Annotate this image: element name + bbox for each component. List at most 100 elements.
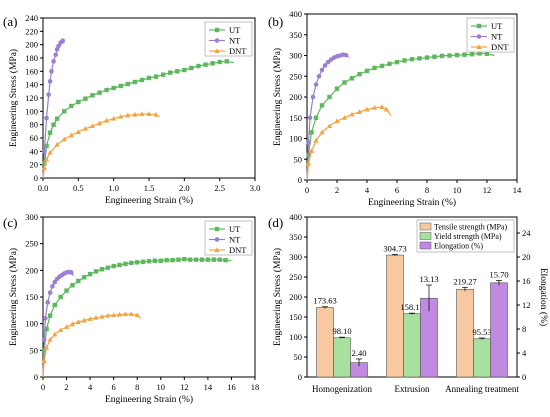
data-point — [50, 284, 55, 289]
legend-marker — [214, 226, 220, 232]
y-tick-label: 100 — [25, 106, 38, 116]
legend-label: NT — [229, 235, 241, 245]
data-label: 158.17 — [400, 302, 423, 312]
x-tick-label: 2 — [64, 382, 68, 392]
legend-box — [204, 220, 253, 256]
data-point — [43, 156, 50, 162]
data-point — [122, 311, 129, 317]
data-point — [125, 81, 130, 87]
legend-label: NT — [229, 36, 241, 46]
x-tick-label: 0.5 — [73, 183, 84, 193]
data-point — [316, 73, 322, 79]
series-line — [306, 52, 495, 181]
data-point — [135, 260, 140, 265]
data-point — [125, 112, 131, 118]
x-tick-label: 4 — [88, 382, 93, 392]
x-axis-label: Engineering Strain (%) — [105, 195, 193, 206]
data-point — [319, 129, 325, 135]
data-point — [46, 92, 51, 97]
data-point — [305, 160, 312, 166]
x-tick-label: 0.0 — [38, 183, 49, 193]
y-tick-label: 140 — [25, 80, 38, 90]
data-point — [146, 259, 152, 264]
data-point — [111, 85, 116, 91]
data-point — [99, 313, 105, 319]
x-tick-label: 3.0 — [250, 183, 261, 193]
data-point — [75, 319, 81, 325]
series-line — [306, 106, 392, 181]
data-label: 304.73 — [383, 243, 406, 253]
data-point — [44, 115, 49, 121]
y2-axis-label: Elongation (%) — [538, 268, 549, 326]
data-point — [44, 143, 49, 149]
legend-label: DNT — [229, 46, 247, 56]
legend-label: NT — [491, 32, 503, 42]
y-tick-label: 180 — [25, 53, 38, 63]
data-point — [217, 59, 222, 65]
y-tick-label: 200 — [289, 292, 302, 302]
data-point — [105, 312, 111, 318]
data-point — [164, 258, 169, 263]
data-point — [175, 69, 180, 74]
data-point — [211, 257, 216, 262]
x-tick-label: 0 — [41, 382, 45, 392]
y-tick-label: 350 — [289, 30, 302, 40]
panel-label: (c) — [3, 215, 17, 230]
y-tick-label: 400 — [289, 9, 302, 19]
data-point — [97, 90, 102, 95]
data-point — [146, 75, 152, 81]
x-tick-label: 14 — [513, 185, 522, 195]
panel-label: (a) — [3, 14, 17, 29]
data-point — [217, 257, 222, 262]
y-tick-label: 40 — [30, 146, 39, 156]
data-point — [462, 52, 467, 57]
legend-box — [204, 21, 253, 57]
data-point — [49, 69, 54, 74]
data-point — [484, 51, 490, 57]
data-point — [129, 260, 134, 266]
data-point — [45, 300, 51, 305]
data-point — [372, 65, 377, 71]
data-point — [357, 71, 362, 77]
bar — [316, 307, 334, 378]
data-point — [139, 77, 145, 83]
data-point — [322, 63, 328, 68]
data-point — [76, 99, 81, 105]
y-tick-label: 0 — [34, 173, 38, 183]
data-point — [139, 111, 145, 116]
data-point — [342, 80, 347, 85]
series-line — [42, 313, 142, 378]
data-point — [160, 72, 166, 77]
data-point — [52, 302, 57, 308]
legend-label: UT — [229, 25, 241, 35]
data-point — [118, 83, 123, 89]
data-point — [47, 290, 53, 296]
y-tick-label: 300 — [289, 252, 302, 262]
data-point — [334, 86, 340, 91]
y-tick-label: 120 — [25, 93, 38, 103]
y-tick-label: 50 — [294, 154, 303, 164]
data-point — [104, 87, 109, 93]
data-point — [69, 321, 76, 327]
legend-label: Elongation (%) — [434, 242, 483, 251]
panel-a: (a) 0 20 40 60 80 100 120 140 160 180 200 220 240 Engi… — [3, 13, 260, 206]
y-tick-label: 300 — [289, 51, 302, 61]
data-point — [41, 358, 47, 363]
data-point — [68, 132, 74, 138]
data-point — [128, 311, 134, 317]
y-tick-label: 0 — [298, 372, 302, 382]
data-point — [62, 109, 67, 114]
data-point — [54, 141, 60, 147]
series-line — [306, 54, 350, 181]
y-tick-label: 200 — [25, 40, 38, 50]
data-point — [364, 106, 370, 112]
data-point — [41, 165, 48, 170]
series-dnt — [305, 104, 392, 181]
data-point — [52, 279, 58, 285]
series-ut — [306, 51, 495, 181]
y-tick-label: 250 — [289, 272, 302, 282]
data-point — [132, 79, 138, 85]
